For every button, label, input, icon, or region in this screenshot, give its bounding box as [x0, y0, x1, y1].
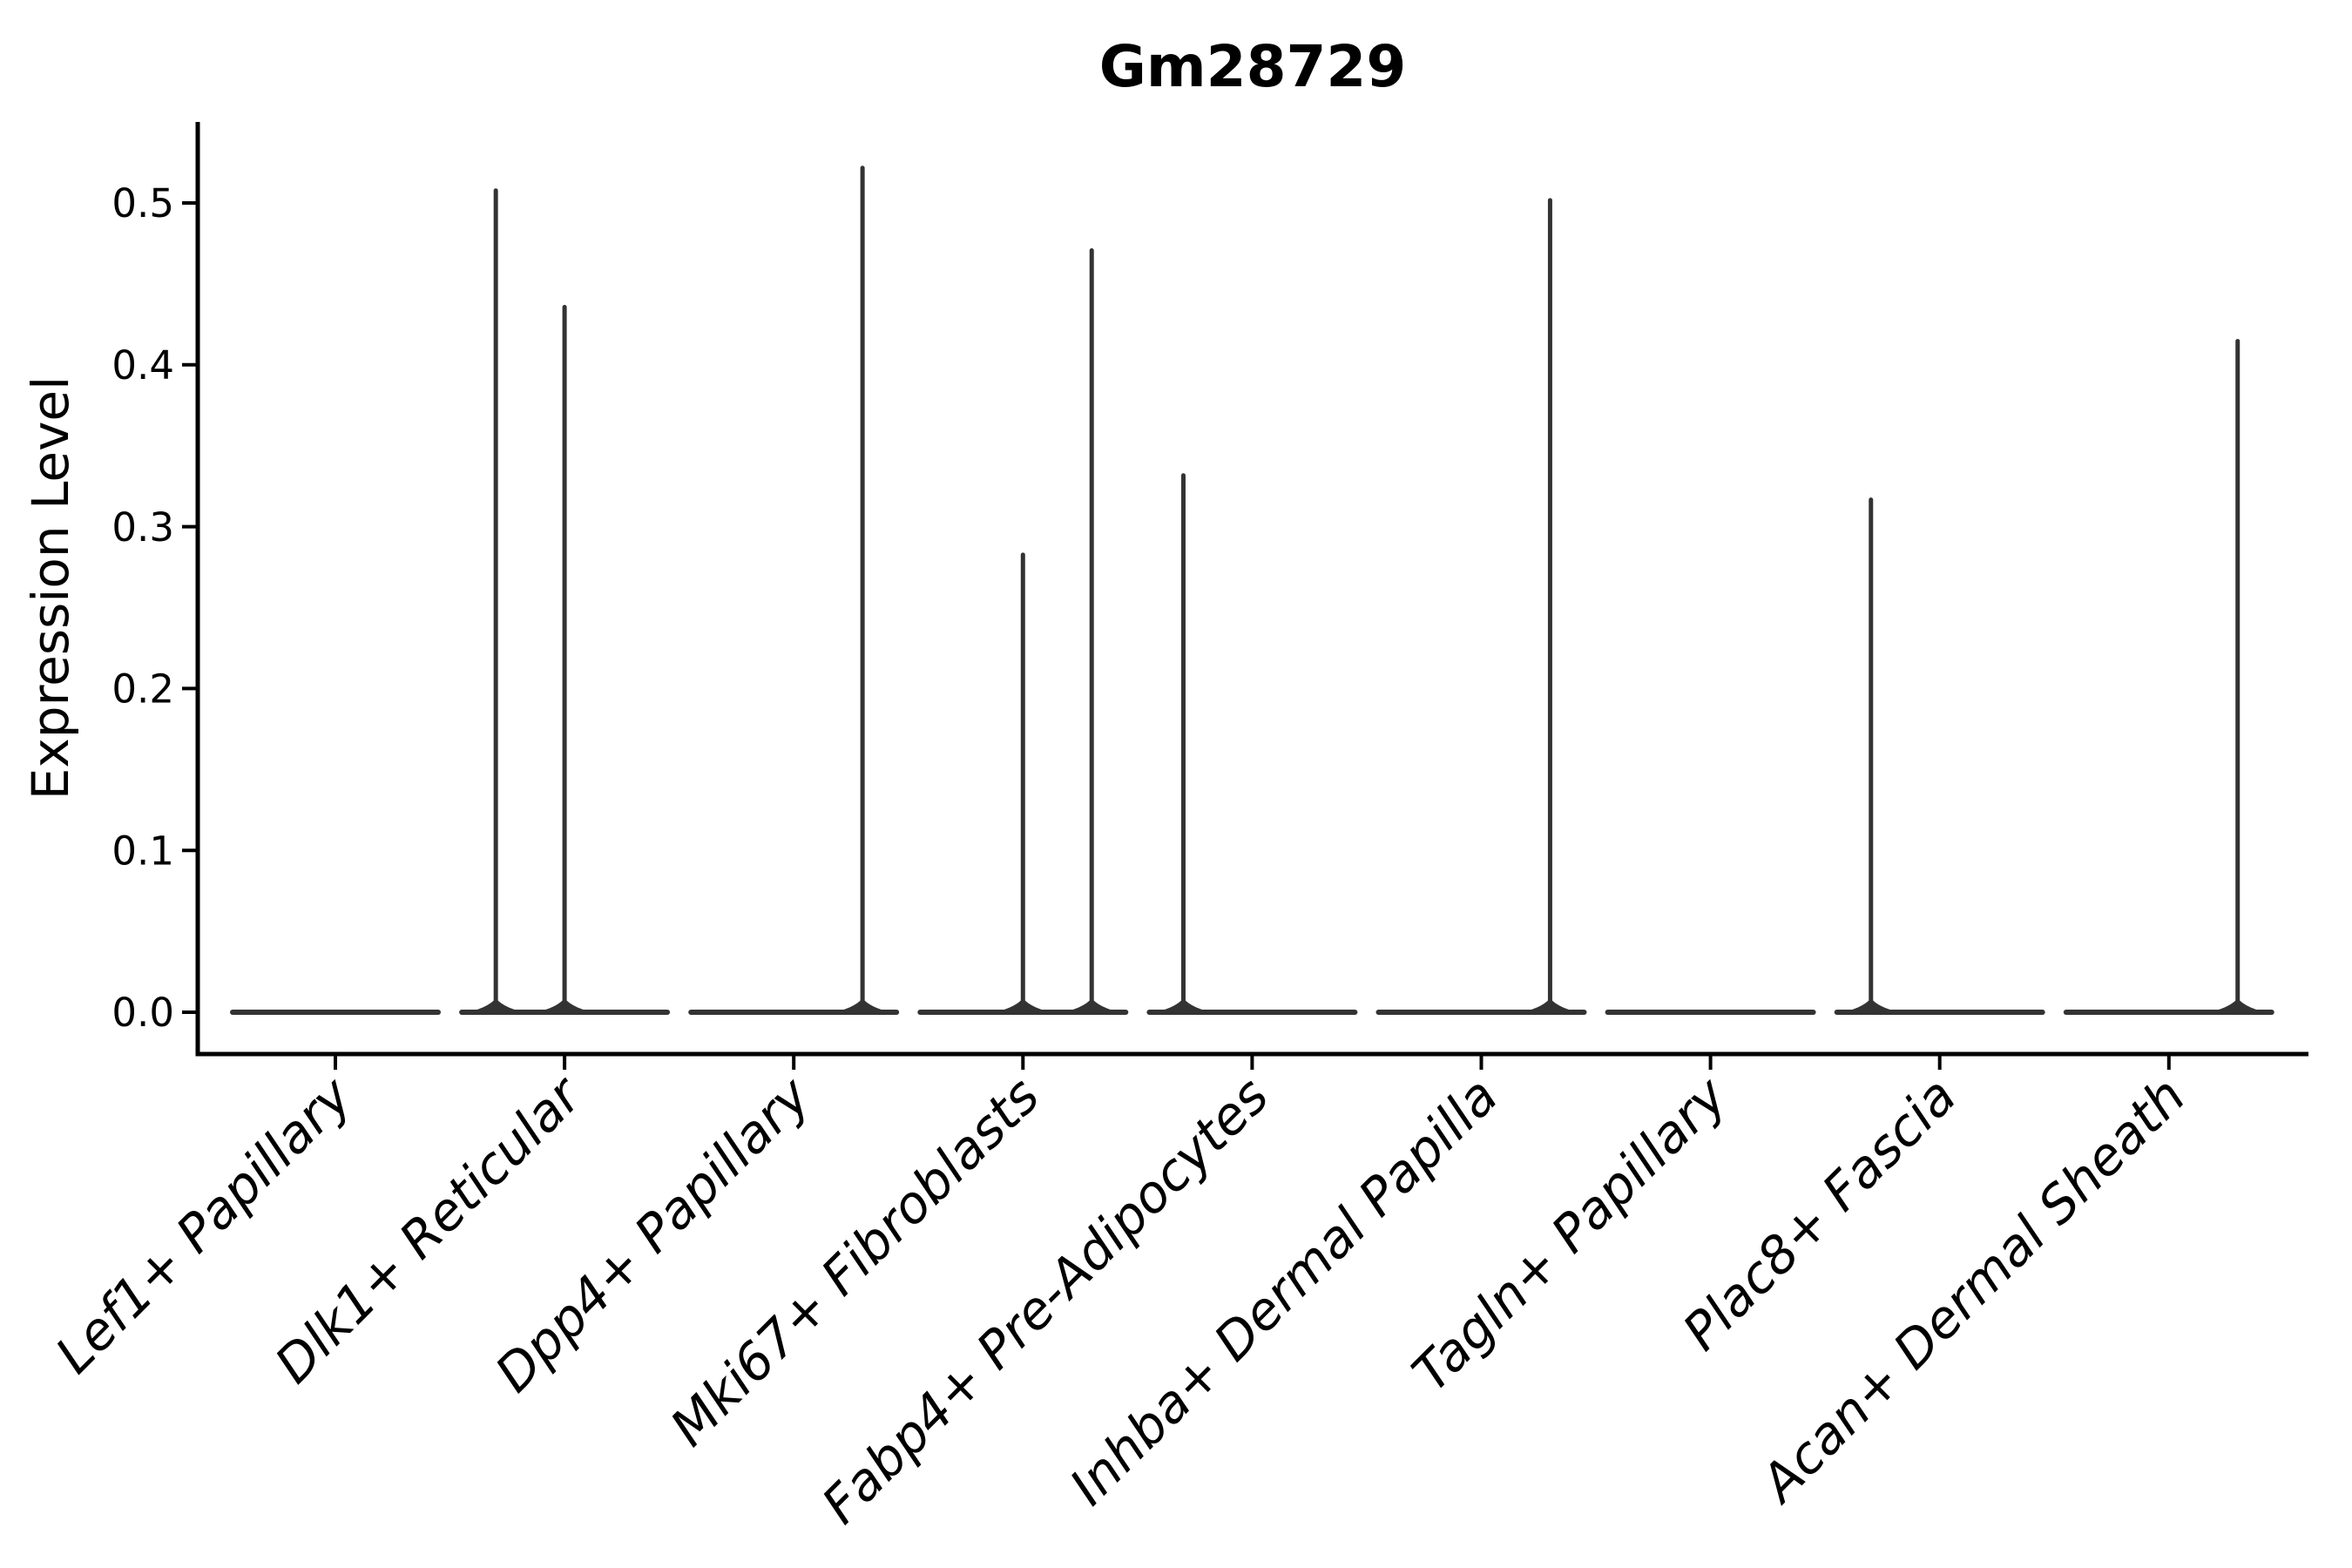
y-tick-label: 0.1	[112, 828, 174, 874]
y-tick-label: 0.0	[112, 990, 174, 1036]
y-tick-label: 0.4	[112, 342, 174, 389]
y-tick-label: 0.5	[112, 180, 174, 226]
chart-title: Gm28729	[1099, 33, 1407, 100]
violin-body	[230, 1010, 441, 1015]
x-tick-label: Inhba+ Dermal Papilla	[1058, 1065, 1510, 1517]
y-tick-label: 0.2	[112, 666, 174, 713]
y-axis-label: Expression Level	[21, 376, 80, 800]
y-tick-label: 0.3	[112, 504, 174, 551]
x-tick-label: Fabp4+ Pre-Adipocytes	[810, 1065, 1280, 1535]
violin-body	[1605, 1010, 1816, 1015]
axes-group	[182, 122, 2308, 1070]
x-tick-label: Mki67+ Fibroblasts	[659, 1065, 1051, 1457]
violins-group	[230, 166, 2274, 1015]
x-tick-label: Acan+ Dermal Sheath	[1747, 1065, 2196, 1515]
